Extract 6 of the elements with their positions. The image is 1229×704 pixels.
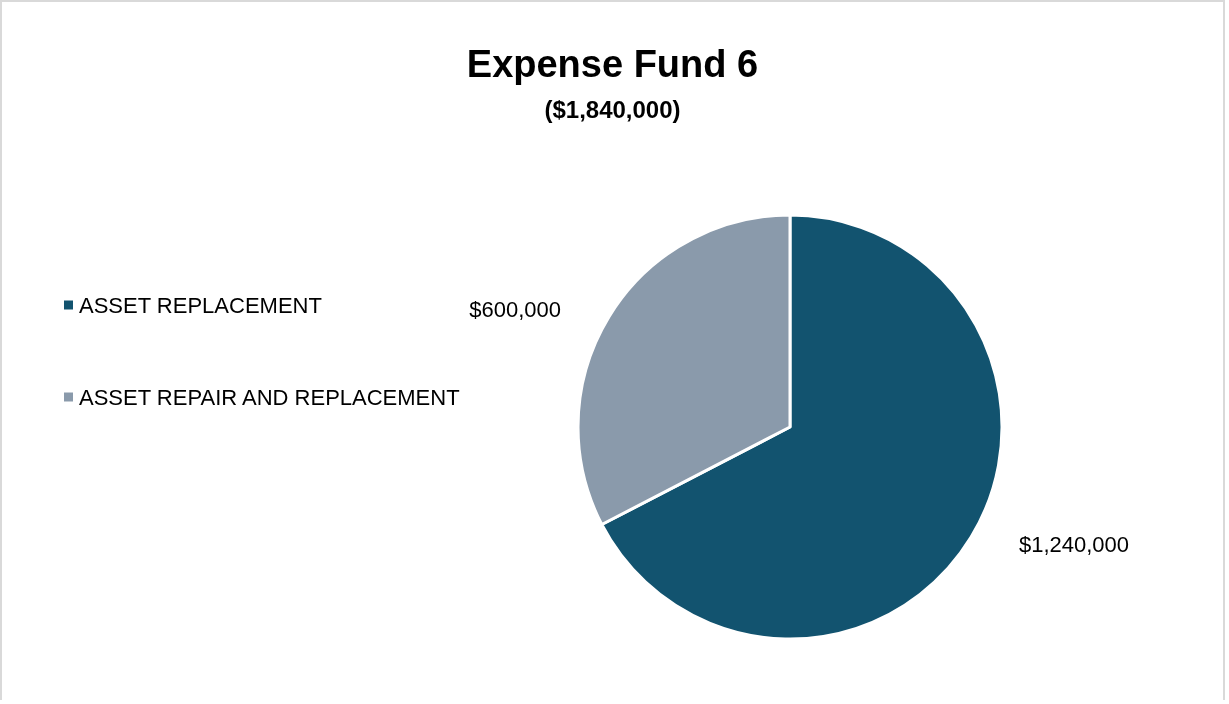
legend-label: ASSET REPLACEMENT (79, 292, 322, 318)
chart-subtitle: ($1,840,000) (544, 95, 681, 123)
data-label: $1,240,000 (1018, 532, 1130, 558)
legend-label: ASSET REPAIR AND REPLACEMENT (79, 384, 460, 410)
data-label: $600,000 (469, 296, 562, 322)
chart-title: Expense Fund 6 (466, 43, 759, 85)
